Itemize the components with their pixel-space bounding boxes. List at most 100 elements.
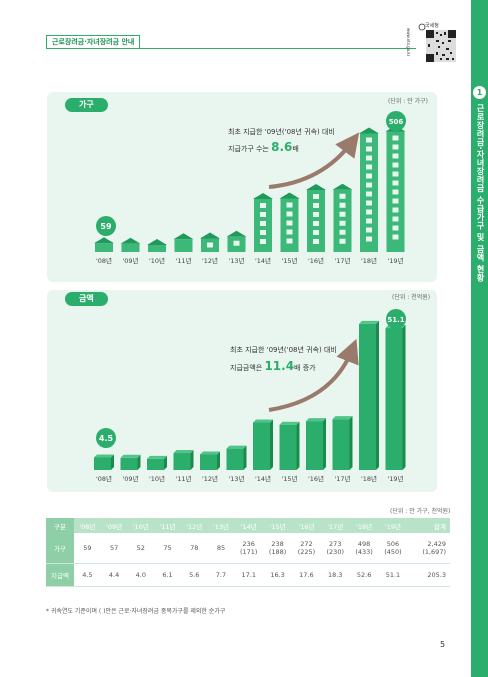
table-cell: 51.1 [378, 563, 408, 587]
amount-callout-first-circle [96, 428, 116, 448]
households-growth-arrow [268, 132, 360, 189]
households-bar-11 [385, 125, 406, 252]
households-bar-6 [253, 193, 273, 252]
amount-callout-last-circle [386, 309, 406, 329]
table-row-label: 지급액 [46, 563, 74, 587]
qr-logo-text: 국세청 [425, 23, 439, 29]
sidebar-number: 1 [473, 86, 486, 99]
amount-bar-8 [306, 418, 326, 470]
households-callout-last-circle [386, 111, 406, 131]
table-header-cell: 구분 [46, 518, 74, 533]
households-bar-0 [94, 237, 114, 252]
amount-bar-7 [279, 421, 300, 470]
amount-tick-label-5: '13년 [228, 474, 244, 483]
amount-growth-arrow [268, 338, 359, 412]
households-tick-label-5: '13년 [228, 256, 244, 265]
table-row-households: 가구 59 57 52 75 78 85 236 (171) 238 (188) 272 (225) 27… [46, 533, 450, 564]
households-note-line1: 최초 지급한 '09년('08년 귀속) 대비 [228, 128, 335, 136]
households-chart: '08년 '09년 '10년 '11년 '12년 '13년 '14년 '15년 '16년 '17년… [94, 111, 406, 265]
table-header-cell: '10년 [127, 518, 155, 533]
table-header-cell: '13년 [207, 518, 235, 533]
table-cell: 4.5 [74, 563, 101, 587]
qr-code[interactable] [416, 22, 456, 62]
households-callout-first: 59 [100, 222, 112, 231]
households-bar-10 [359, 127, 379, 252]
table-cell: 236 (171) [234, 533, 264, 564]
amount-note-line1: 최초 지급한 '09년('08년 귀속) 대비 [230, 346, 337, 354]
footnote: * 귀속연도 기준이며 ( )안은 근로·자녀장려금 중복가구를 제외한 순가구 [46, 608, 226, 615]
amount-tick-label-4: '12년 [202, 474, 218, 483]
table-cell: 205.3 [407, 563, 450, 587]
amount-callout-last: 51.1 [387, 316, 404, 324]
table-header-cell: '18년 [349, 518, 379, 533]
households-callout-last: 506 [389, 118, 404, 126]
table-header-cell: '12년 [180, 518, 208, 533]
amount-tick-label-3: '11년 [175, 474, 191, 483]
table-cell: 16.3 [263, 563, 292, 587]
data-table: 구분 '08년 '09년 '10년 '11년 '12년 '13년 '14년 '15년 '16년 '1… [46, 518, 450, 587]
households-tick-label-10: '18년 [361, 256, 377, 265]
amount-tick-label-1: '09년 [122, 474, 138, 483]
households-tick-label-8: '16년 [308, 256, 324, 265]
households-note-suffix: 배 [292, 145, 299, 153]
households-bar-1 [120, 237, 141, 252]
households-bar-8 [306, 184, 326, 252]
table-header-cell: '11년 [154, 518, 181, 533]
amount-bar-5 [226, 445, 247, 470]
amount-note-line2: 지급금액은 11.4배 증가 [230, 359, 316, 373]
table-cell: 506 (450) [378, 533, 408, 564]
table-cell: 18.3 [320, 563, 350, 587]
table-cell: 78 [180, 533, 208, 564]
table-header-cell: 합계 [407, 518, 450, 533]
households-bar-9 [332, 183, 353, 252]
page-number: 5 [440, 640, 446, 649]
amount-bar-11 [385, 325, 406, 470]
table-header-cell: '17년 [320, 518, 350, 533]
amount-tick-label-7: '15년 [281, 474, 297, 483]
table-cell: 52 [127, 533, 155, 564]
amount-bar-2 [147, 455, 167, 470]
amount-chart: '08년 '09년 '10년 '11년 '12년 '13년 '14년 '15년 '16년 '17년… [94, 309, 406, 483]
table-cell: 4.0 [127, 563, 155, 587]
households-unit: (단위 : 만 가구) [388, 98, 429, 105]
households-tick-label-6: '14년 [255, 256, 271, 265]
amount-bar-9 [332, 416, 353, 470]
table-row-label: 가구 [46, 533, 74, 564]
header-rule [46, 48, 450, 49]
households-bar-3 [173, 233, 194, 252]
qr-code-icon [416, 22, 456, 62]
households-note-highlight: 8.6 [271, 140, 293, 154]
table-cell: 238 (188) [263, 533, 292, 564]
amount-tick-label-8: '16년 [308, 474, 324, 483]
households-callout-first-circle [96, 216, 116, 236]
amount-bar-10 [359, 320, 379, 470]
households-bar-4 [200, 232, 220, 252]
table-row-amount: 지급액 4.5 4.4 4.0 6.1 5.6 7.7 17.1 16.3 17.6 18.3 52.… [46, 563, 450, 587]
households-tick-label-7: '15년 [281, 256, 297, 265]
table-header-row: 구분 '08년 '09년 '10년 '11년 '12년 '13년 '14년 '15년 '16년 '1… [46, 518, 450, 533]
households-tick-label-9: '17년 [334, 256, 350, 265]
amount-tick-label-6: '14년 [255, 474, 271, 483]
amount-note-highlight: 11.4 [264, 359, 295, 373]
amount-tick-label-11: '19년 [387, 474, 403, 483]
households-bar-5 [226, 230, 247, 252]
households-tick-label-11: '19년 [387, 256, 403, 265]
table-cell: 59 [74, 533, 101, 564]
amount-note-suffix: 배 증가 [294, 364, 316, 372]
households-tick-label-1: '09년 [122, 256, 138, 265]
households-bar-7 [279, 192, 300, 252]
households-tick-label-3: '11년 [175, 256, 191, 265]
amount-unit: (단위 : 천억원) [392, 294, 431, 301]
table-header-cell: '15년 [263, 518, 292, 533]
sidebar-title: 근로장려금·자녀장려금 수급가구 및 금액 현황 [476, 104, 485, 283]
table-cell: 52.6 [349, 563, 379, 587]
amount-tick-label-9: '17년 [334, 474, 350, 483]
households-note-line2: 지급가구 수는 8.6배 [228, 140, 299, 154]
table-header-cell: '16년 [292, 518, 321, 533]
table-cell: 7.7 [207, 563, 235, 587]
table-cell: 273 (230) [320, 533, 350, 564]
amount-callout-first: 4.5 [99, 434, 114, 443]
table-cell: 2,429 (1,697) [407, 533, 450, 564]
households-tick-label-0: '08년 [96, 256, 112, 265]
table-header-cell: '09년 [100, 518, 128, 533]
